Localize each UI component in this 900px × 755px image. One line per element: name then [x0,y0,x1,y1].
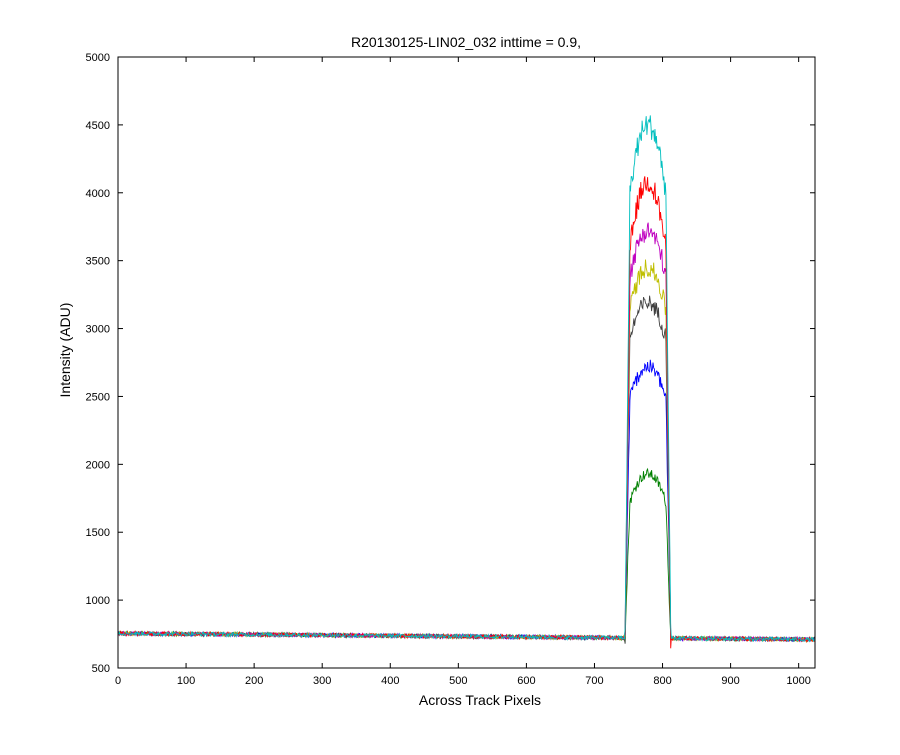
y-tick-label: 3000 [86,324,110,336]
label-layer: 0 100 200 300 400 500 600 700 800 900 1000 500 1000 1… [86,52,811,687]
y-tick-label: 4000 [86,188,110,200]
y-tick-label: 4500 [86,120,110,132]
series-layer [117,115,816,649]
y-tick-label: 1000 [86,595,110,607]
plot-area-background [118,57,815,668]
x-tick-label: 300 [313,675,331,687]
x-tick-label: 0 [115,675,121,687]
y-tick-label: 5000 [86,52,110,64]
tick-layer [117,56,815,669]
x-tick-label: 700 [585,675,603,687]
x-tick-label: 600 [517,675,535,687]
x-tick-label: 500 [449,675,467,687]
plot-area-frame [117,56,816,669]
x-tick-label: 800 [653,675,671,687]
x-tick-label: 200 [245,675,263,687]
x-tick-label: 400 [381,675,399,687]
x-tick-label: 100 [177,675,195,687]
series-line-7 [117,115,816,643]
y-axis-title: Intensity (ADU) [57,303,73,398]
y-tick-label: 2000 [86,459,110,471]
y-tick-label: 2500 [86,391,110,403]
x-tick-label: 900 [721,675,739,687]
y-tick-label: 500 [92,663,110,675]
x-tick-label: 1000 [786,675,810,687]
y-tick-label: 3500 [86,256,110,268]
x-axis-title: Across Track Pixels [419,692,541,708]
y-tick-label: 1500 [86,527,110,539]
chart-title: R20130125-LIN02_032 inttime = 0.9, [351,34,581,50]
